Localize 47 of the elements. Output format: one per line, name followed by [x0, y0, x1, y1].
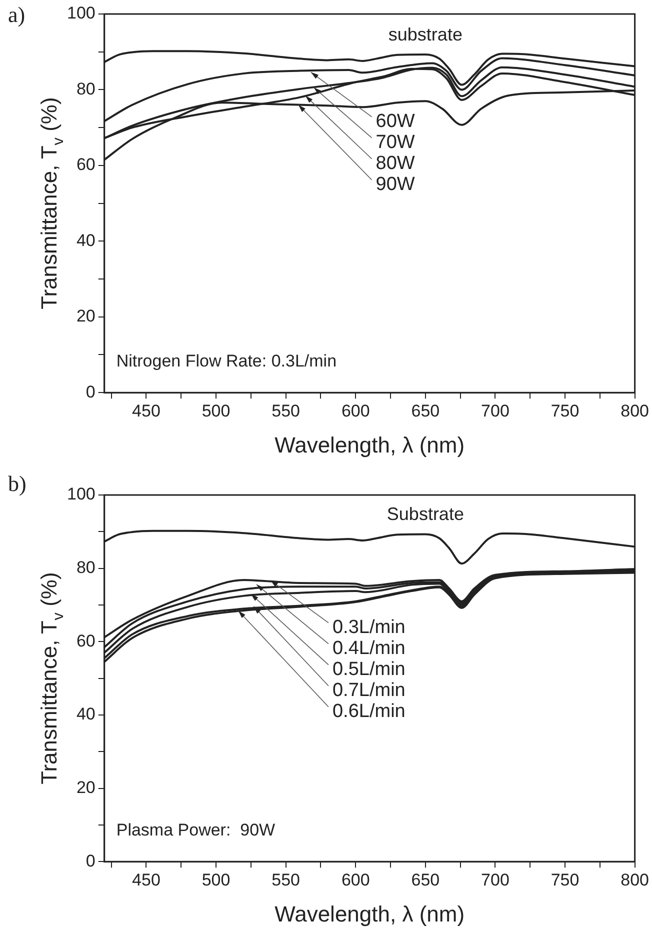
x-tick-label: 800 — [620, 401, 650, 420]
annotation: 0.5L/min — [332, 658, 406, 680]
annotation: Nitrogen Flow Rate: 0.3L/min — [116, 352, 337, 371]
series-label: Substrate — [386, 504, 464, 524]
x-tick-label: 450 — [132, 870, 160, 890]
y-tick-label: 0 — [86, 851, 96, 870]
chart-title: b) — [8, 471, 26, 496]
annotation: 80W — [376, 152, 415, 174]
x-tick-label: 550 — [272, 401, 300, 420]
x-tick-label: 550 — [272, 870, 300, 890]
annotation: 70W — [376, 132, 415, 153]
annotation: 0.7L/min — [332, 680, 406, 701]
annotation: 90W — [376, 174, 415, 195]
series-label: substrate — [388, 24, 462, 45]
y-axis-title: Transmittance, Tv (%) — [36, 572, 67, 784]
x-tick-label: 750 — [550, 870, 580, 890]
x-tick-label: 450 — [132, 401, 160, 420]
y-axis-title: Transmittance, Tv (%) — [36, 97, 67, 310]
y-tick-label: 100 — [66, 4, 96, 23]
x-tick-label: 600 — [341, 401, 370, 420]
x-tick-label: 700 — [481, 870, 510, 890]
chart-title: a) — [8, 2, 26, 27]
annotation: 0.4L/min — [332, 638, 406, 659]
annotation: Plasma Power: 90W — [116, 820, 276, 840]
y-tick-label: 20 — [76, 778, 96, 797]
x-tick-label: 650 — [411, 401, 440, 420]
annotation: 0.3L/min — [332, 616, 406, 638]
y-tick-label: 60 — [76, 155, 96, 174]
x-tick-label: 800 — [620, 870, 650, 890]
x-tick-label: 500 — [202, 401, 230, 420]
x-tick-label: 650 — [411, 870, 440, 890]
y-tick-label: 80 — [76, 79, 96, 98]
y-tick-label: 60 — [76, 631, 96, 650]
x-axis-title: Wavelength, λ (nm) — [274, 902, 465, 927]
x-tick-label: 500 — [202, 870, 230, 890]
y-tick-label: 0 — [86, 382, 96, 402]
y-tick-label: 80 — [76, 558, 96, 578]
y-tick-label: 100 — [66, 484, 96, 504]
annotation: 60W — [376, 110, 415, 132]
y-tick-label: 40 — [76, 704, 96, 724]
x-tick-label: 600 — [341, 870, 370, 890]
x-axis-title: Wavelength, λ (nm) — [274, 432, 465, 458]
x-tick-label: 700 — [481, 401, 510, 420]
y-tick-label: 40 — [76, 230, 96, 250]
x-tick-label: 750 — [550, 401, 580, 420]
y-tick-label: 20 — [76, 306, 96, 326]
annotation: 0.6L/min — [332, 700, 406, 722]
